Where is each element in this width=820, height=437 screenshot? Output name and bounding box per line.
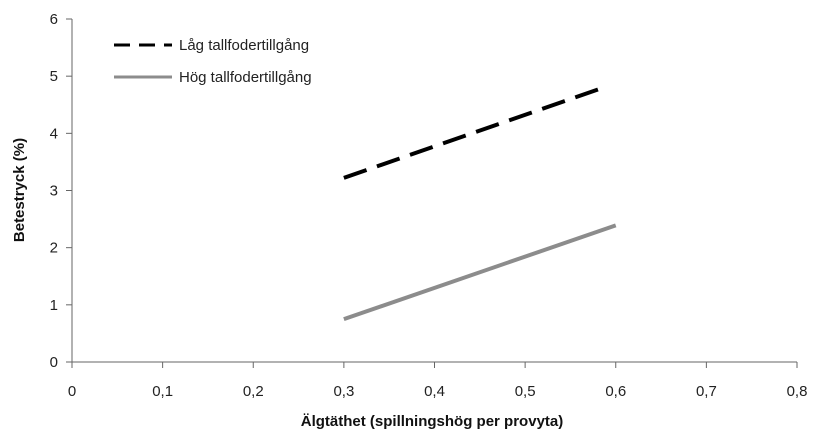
series-line-high — [343, 223, 617, 322]
legend-label-high: Hög tallfodertillgång — [179, 69, 312, 86]
y-tick-label: 0 — [50, 354, 58, 371]
legend: Låg tallfodertillgång Hög tallfodertillg… — [114, 37, 312, 86]
legend-label-low: Låg tallfodertillgång — [179, 37, 309, 54]
x-tick-label: 0,8 — [787, 383, 808, 400]
x-tick-label: 0,6 — [605, 383, 626, 400]
x-axis-title: Älgtäthet (spillningshög per provyta) — [301, 413, 564, 430]
y-tick-label: 2 — [50, 240, 58, 257]
y-axis-title: Betestryck (%) — [11, 138, 28, 242]
y-tick-label: 4 — [50, 125, 58, 142]
x-tick-label: 0,1 — [152, 383, 173, 400]
y-tick-label: 6 — [50, 11, 58, 28]
y-tick-label: 3 — [50, 183, 58, 200]
x-tick-label: 0,5 — [515, 383, 536, 400]
x-ticks: 0 0,1 0,2 0,3 0,4 0,5 0,6 0,7 0,8 — [68, 362, 808, 400]
x-tick-label: 0,4 — [424, 383, 445, 400]
x-tick-label: 0,2 — [243, 383, 264, 400]
x-tick-label: 0,3 — [333, 383, 354, 400]
x-tick-label: 0,7 — [696, 383, 717, 400]
series — [343, 84, 617, 322]
y-tick-label: 1 — [50, 297, 58, 314]
x-tick-label: 0 — [68, 383, 76, 400]
series-line-low — [343, 84, 608, 180]
y-ticks: 0 1 2 3 4 5 6 — [50, 11, 72, 371]
y-tick-label: 5 — [50, 68, 58, 85]
